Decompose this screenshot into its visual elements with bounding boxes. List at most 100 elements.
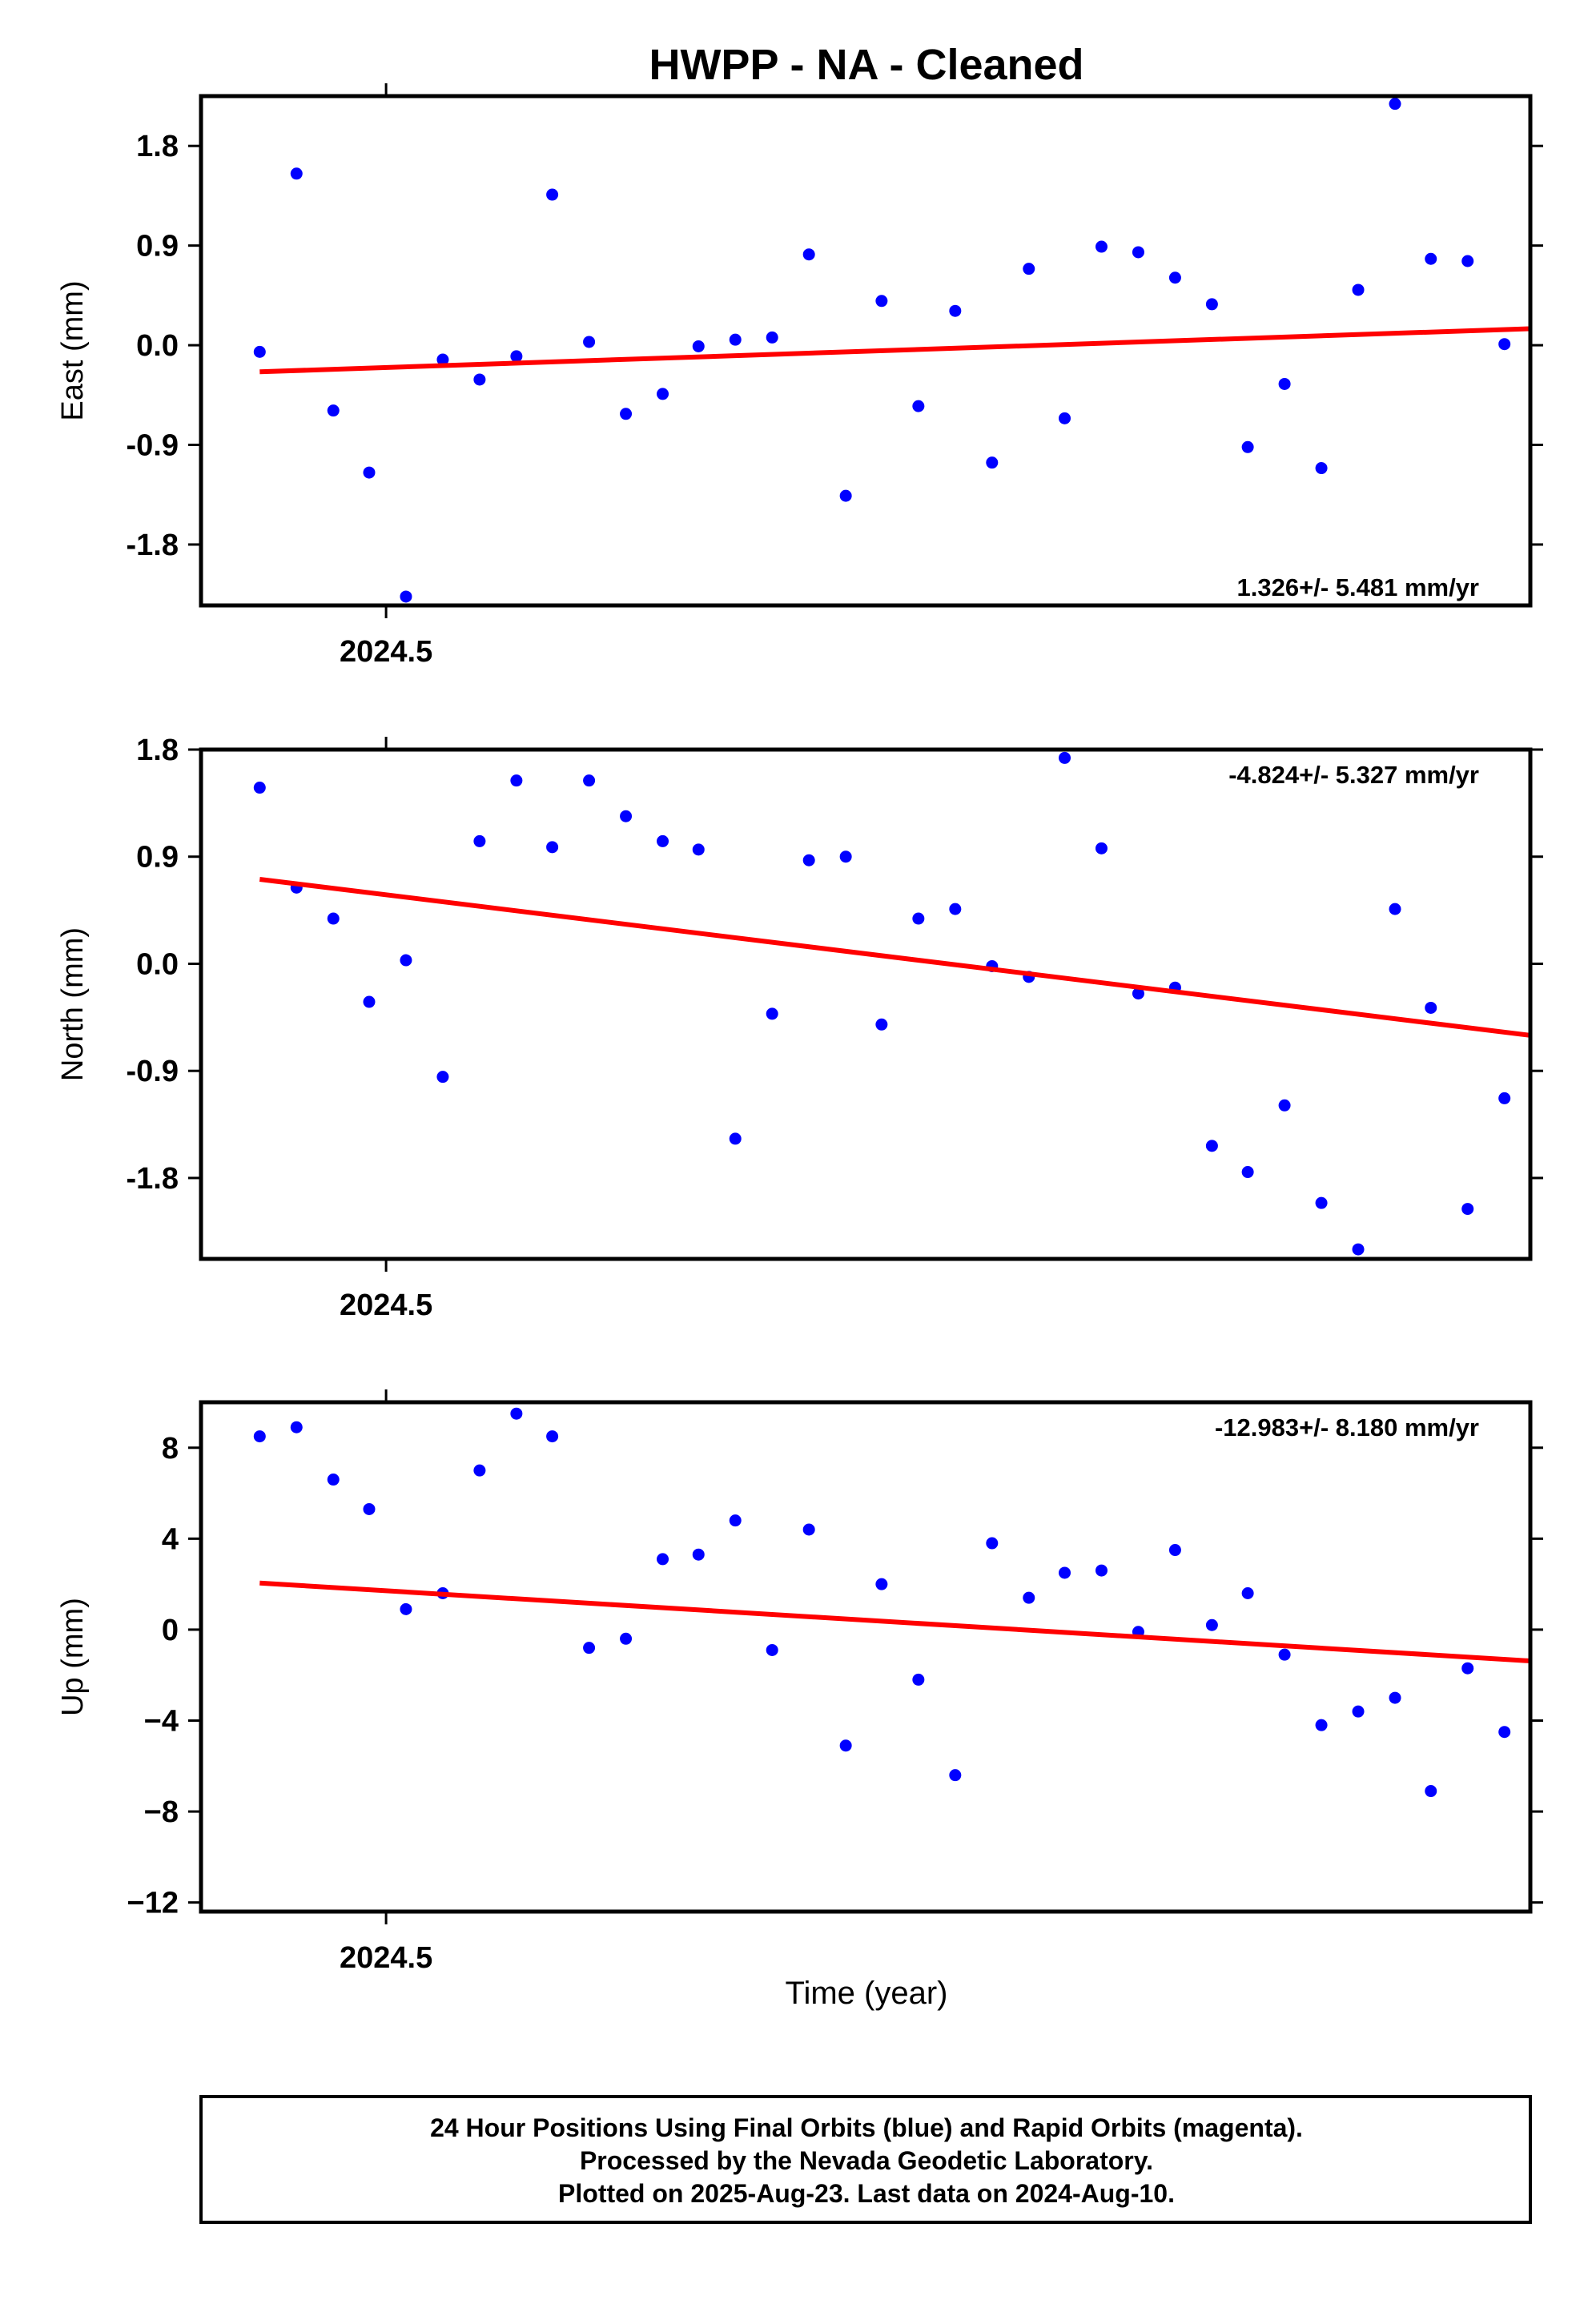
east-point xyxy=(692,340,705,352)
up-plot-area xyxy=(253,1407,1547,1798)
north-rate-label: -4.824+/- 5.327 mm/yr xyxy=(1228,761,1479,789)
east-point xyxy=(1498,338,1511,351)
north-point xyxy=(1315,1196,1328,1209)
east-point xyxy=(546,188,559,201)
north-point xyxy=(1278,1099,1291,1112)
up-point xyxy=(1278,1648,1291,1661)
up-point xyxy=(1535,1671,1547,1683)
east-point xyxy=(839,489,852,502)
north-point xyxy=(802,854,815,866)
up-point xyxy=(363,1502,376,1515)
east-point xyxy=(802,248,815,261)
north-point xyxy=(949,903,962,915)
east-point xyxy=(657,388,669,400)
east-point xyxy=(583,336,596,348)
north-point xyxy=(875,1018,888,1031)
east-point xyxy=(729,333,742,346)
north-point xyxy=(583,774,596,787)
east-point xyxy=(1389,98,1401,111)
north-point xyxy=(1241,1166,1254,1179)
north-ytick-label: 0.9 xyxy=(136,841,179,875)
up-point xyxy=(1023,1591,1035,1604)
east-point xyxy=(1132,246,1144,259)
east-point xyxy=(1352,283,1365,296)
up-point xyxy=(802,1523,815,1536)
east-point xyxy=(1315,462,1328,475)
east-point xyxy=(1023,263,1035,275)
up-point xyxy=(290,1421,303,1433)
east-ytick-label: -0.9 xyxy=(127,429,179,463)
north-point xyxy=(1095,842,1108,854)
x-axis-label: Time (year) xyxy=(786,1976,948,2011)
east-point xyxy=(1461,255,1474,267)
up-point xyxy=(473,1464,486,1477)
north-point xyxy=(327,912,340,925)
up-point xyxy=(657,1553,669,1566)
up-ytick-label: 0 xyxy=(162,1614,179,1647)
up-point xyxy=(1352,1705,1365,1718)
east-point xyxy=(949,304,962,317)
north-ytick-label: 0.0 xyxy=(136,947,179,981)
east-point xyxy=(1425,252,1437,265)
up-point xyxy=(327,1474,340,1486)
east-ytick-label: -1.8 xyxy=(127,529,179,562)
east-point xyxy=(1168,271,1181,284)
east-ytick-label: 0.9 xyxy=(136,230,179,263)
panels: 1.8 0.9 0.0 -0.9 -1.8 2024.5 1.326+/- 5.481 mm… xyxy=(56,83,1584,1975)
up-point xyxy=(583,1642,596,1655)
up-point xyxy=(1168,1544,1181,1557)
footer-line-2: Processed by the Nevada Geodetic Laborat… xyxy=(580,2146,1153,2175)
east-point xyxy=(1205,298,1218,311)
up-point xyxy=(620,1632,633,1645)
east-point xyxy=(986,456,999,469)
north-point xyxy=(692,843,705,856)
east-point xyxy=(510,350,523,363)
north-point xyxy=(1572,928,1584,940)
north-point xyxy=(1498,1092,1511,1104)
east-point xyxy=(875,295,888,308)
up-ytick-label: 8 xyxy=(162,1432,179,1466)
footer-line-3: Plotted on 2025-Aug-23. Last data on 202… xyxy=(558,2179,1175,2208)
up-point xyxy=(1059,1566,1071,1579)
up-point xyxy=(839,1739,852,1752)
east-point xyxy=(400,590,412,603)
north-plot-area xyxy=(253,751,1584,1256)
north-point xyxy=(363,995,376,1008)
up-point xyxy=(1425,1785,1437,1798)
up-ytick-label: −12 xyxy=(127,1887,179,1920)
up-point xyxy=(1498,1726,1511,1739)
north-point xyxy=(253,782,266,794)
north-xtick-label: 2024.5 xyxy=(340,1289,432,1322)
up-point xyxy=(1461,1662,1474,1675)
east-rate-label: 1.326+/- 5.481 mm/yr xyxy=(1237,573,1479,601)
north-point xyxy=(912,912,925,925)
north-panel: 1.8 0.9 0.0 -0.9 -1.8 2024.5 -4.824+/- 5.327 m… xyxy=(56,734,1584,1322)
east-point xyxy=(1572,349,1584,361)
north-point xyxy=(436,1071,449,1084)
up-point xyxy=(253,1430,266,1443)
up-frame xyxy=(199,1400,1533,1914)
north-ytick-label: -1.8 xyxy=(127,1162,179,1196)
north-ytick-label: 1.8 xyxy=(136,734,179,767)
up-point xyxy=(912,1673,925,1686)
east-point xyxy=(1095,240,1108,253)
east-ytick-label: 1.8 xyxy=(136,130,179,163)
north-point xyxy=(620,810,633,822)
east-point xyxy=(363,466,376,479)
east-point xyxy=(253,345,266,358)
up-point xyxy=(766,1643,778,1656)
north-frame xyxy=(199,747,1533,1261)
east-plot-area xyxy=(253,98,1584,603)
east-point xyxy=(1241,440,1254,453)
east-point xyxy=(1535,233,1547,245)
north-point xyxy=(1352,1243,1365,1256)
east-y-axis-label: East (mm) xyxy=(56,280,90,420)
up-rate-label: -12.983+/- 8.180 mm/yr xyxy=(1215,1413,1479,1441)
north-point xyxy=(766,1007,778,1020)
up-xtick-label: 2024.5 xyxy=(340,1941,432,1975)
east-point xyxy=(620,408,633,420)
north-point xyxy=(1389,903,1401,915)
east-point xyxy=(766,331,778,344)
north-point xyxy=(1535,826,1547,838)
